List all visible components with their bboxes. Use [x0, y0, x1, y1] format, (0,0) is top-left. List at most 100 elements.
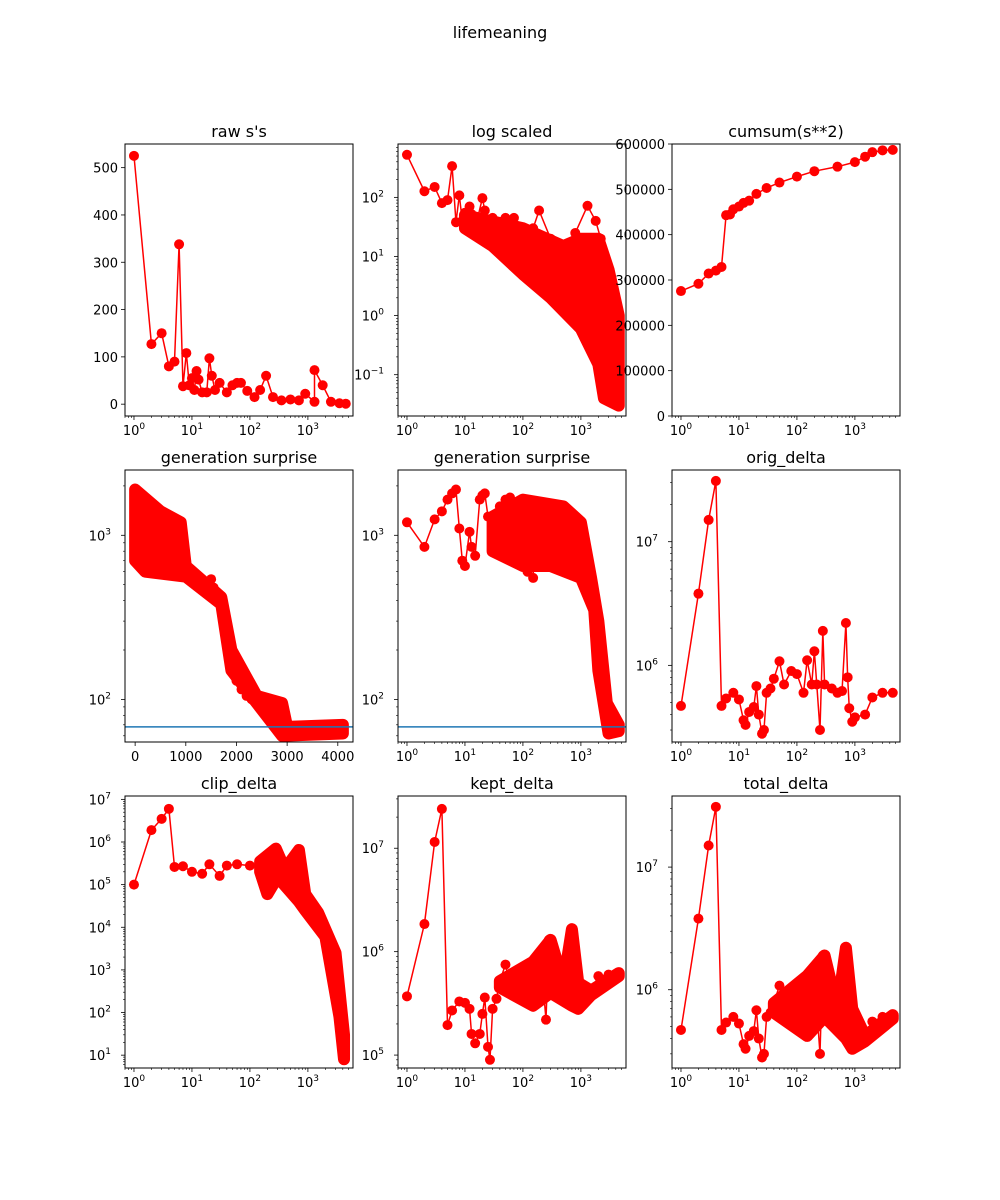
data-point — [849, 712, 860, 723]
data-point — [721, 1017, 732, 1028]
data-point — [454, 523, 465, 534]
data-point — [517, 550, 528, 561]
y-tick-label: 500 — [93, 162, 118, 177]
data-point — [535, 948, 546, 959]
data-point — [545, 982, 556, 993]
data-point — [740, 719, 751, 730]
data-point — [563, 555, 574, 566]
data-point — [528, 572, 539, 583]
data-point — [753, 1033, 764, 1044]
data-point — [470, 550, 481, 561]
data-point — [419, 541, 430, 552]
data-point — [774, 980, 785, 991]
plot-area — [401, 149, 625, 412]
data-point — [534, 205, 545, 216]
data-point — [842, 672, 853, 683]
data-point — [580, 572, 591, 583]
y-tick-label: 500000 — [615, 183, 665, 198]
data-point — [169, 861, 180, 872]
data-point — [401, 149, 412, 160]
data-point — [477, 1008, 488, 1019]
data-point — [791, 669, 802, 680]
y-tick-label: 200 — [93, 304, 118, 319]
y-tick-label: 600000 — [615, 138, 665, 153]
data-point — [595, 233, 606, 244]
data-point — [479, 488, 490, 499]
data-point — [512, 537, 523, 548]
data-point — [128, 879, 139, 890]
data-point — [177, 861, 188, 872]
data-point — [791, 171, 802, 182]
data-point — [206, 574, 217, 585]
data-point — [710, 801, 721, 812]
data-point — [877, 687, 888, 698]
data-point — [242, 385, 253, 396]
data-point — [297, 889, 308, 900]
plot-area — [401, 803, 625, 1065]
data-point — [419, 186, 430, 197]
data-point — [748, 1026, 759, 1037]
data-point — [483, 223, 494, 234]
data-point — [545, 233, 556, 244]
data-point — [244, 860, 255, 871]
data-point — [500, 959, 511, 970]
data-point — [228, 665, 239, 676]
data-point — [454, 190, 465, 201]
data-point — [285, 394, 296, 405]
subplot-title: clip_delta — [201, 774, 277, 794]
data-point — [320, 926, 331, 937]
data-point — [267, 392, 278, 403]
data-point — [146, 339, 157, 350]
data-point — [152, 546, 163, 557]
data-point — [811, 679, 822, 690]
data-point — [130, 517, 141, 528]
data-point — [474, 1028, 485, 1039]
data-point — [221, 387, 232, 398]
data-point — [191, 366, 202, 377]
x-tick-label: 0 — [131, 750, 139, 765]
data-point — [791, 993, 802, 1004]
data-point — [232, 859, 243, 870]
data-point — [508, 526, 519, 537]
data-point — [309, 396, 320, 407]
data-point — [155, 523, 166, 534]
data-point — [748, 702, 759, 713]
data-point — [765, 683, 776, 694]
data-point — [867, 1016, 878, 1027]
data-point — [197, 868, 208, 879]
data-point — [218, 605, 229, 616]
data-point — [570, 523, 581, 534]
data-point — [464, 201, 475, 212]
data-point — [470, 223, 481, 234]
data-point — [570, 227, 581, 238]
data-point — [163, 803, 174, 814]
data-point — [491, 993, 502, 1004]
data-point — [214, 870, 225, 881]
data-point — [466, 1028, 477, 1039]
data-point — [758, 725, 769, 736]
data-point — [466, 541, 477, 552]
data-point — [145, 517, 156, 528]
data-point — [728, 687, 739, 698]
data-point — [214, 377, 225, 388]
data-point — [798, 1011, 809, 1022]
data-point — [401, 517, 412, 528]
data-point — [675, 700, 686, 711]
data-point — [156, 813, 167, 824]
axes-frame — [124, 469, 354, 743]
data-point — [282, 728, 293, 739]
data-point — [774, 656, 785, 667]
data-point — [740, 1043, 751, 1054]
data-point — [216, 595, 227, 606]
data-point — [710, 475, 721, 486]
data-point — [293, 395, 304, 406]
y-tick-label: 400000 — [615, 229, 665, 244]
data-point — [317, 380, 328, 391]
data-point — [558, 501, 569, 512]
data-point — [703, 514, 714, 525]
data-point — [137, 501, 148, 512]
data-point — [223, 644, 234, 655]
data-point — [802, 655, 813, 666]
